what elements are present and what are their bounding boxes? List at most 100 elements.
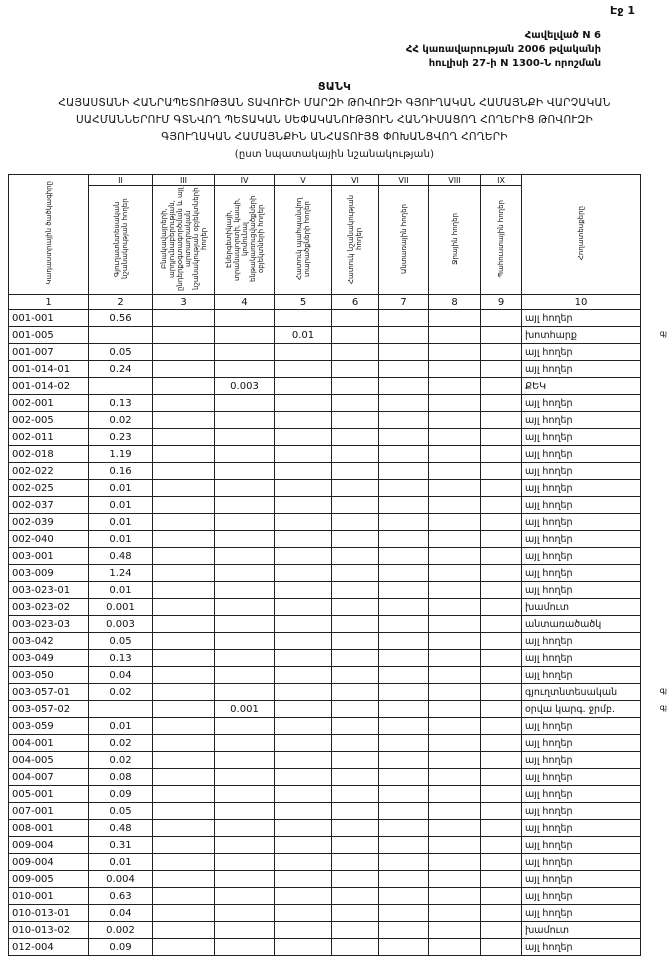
- empty-cell: [152, 360, 215, 378]
- area-value: 0.09: [88, 785, 153, 803]
- empty-cell: [214, 343, 275, 361]
- empty-cell: [378, 598, 429, 616]
- title-block: ՑԱՆԿ ՀԱՅԱՍՏԱՆԻ ՀԱՆՐԱՊԵՏՈՒԹՅԱՆ ՏԱՎՈՒՇԻ ՄԱ…: [0, 78, 669, 163]
- land-type: այլ հողեր: [521, 564, 641, 582]
- cadastral-code: 002-037: [8, 496, 89, 514]
- empty-cell: [274, 734, 332, 752]
- empty-cell: [152, 649, 215, 667]
- empty-cell: [152, 326, 215, 344]
- empty-cell: [331, 768, 379, 786]
- cadastral-code: 001-001: [8, 309, 89, 327]
- area-value: 0.003: [88, 615, 153, 633]
- cadastral-code: 003-050: [8, 666, 89, 684]
- empty-cell: [428, 666, 481, 684]
- empty-cell: [214, 530, 275, 548]
- empty-cell: [214, 904, 275, 922]
- land-type: այլ հողեր: [521, 581, 641, 599]
- empty-cell: [378, 547, 429, 565]
- area-value: 0.01: [88, 853, 153, 871]
- column-index: 6: [331, 294, 379, 310]
- area-value: 0.01: [88, 581, 153, 599]
- empty-cell: [214, 581, 275, 599]
- empty-cell: [274, 513, 332, 531]
- empty-cell: [331, 649, 379, 667]
- data-row: 003-057-02 0.001 օրվա կարգ. ջրմբ.: [8, 700, 641, 718]
- empty-cell: [480, 734, 522, 752]
- area-value: 0.09: [88, 938, 153, 956]
- area-value: 0.01: [88, 717, 153, 735]
- land-type: այլ հողեր: [521, 768, 641, 786]
- land-type: խամուտ: [521, 598, 641, 616]
- empty-cell: [428, 445, 481, 463]
- area-value: 0.04: [88, 666, 153, 684]
- empty-cell: [152, 632, 215, 650]
- empty-cell: [378, 904, 429, 922]
- column-title: Կադաստրային ծածկագիրը: [44, 181, 53, 285]
- empty-cell: [274, 343, 332, 361]
- empty-cell: [214, 717, 275, 735]
- empty-cell: [214, 734, 275, 752]
- data-row: 002-011 0.23 այլ հողեր: [8, 428, 641, 446]
- cadastral-code: 008-001: [8, 819, 89, 837]
- empty-cell: [331, 530, 379, 548]
- empty-cell: [378, 938, 429, 956]
- cadastral-code: 010-013-01: [8, 904, 89, 922]
- column-numeral: III: [152, 174, 215, 186]
- column-title: Ջրային հողեր: [450, 212, 459, 265]
- land-type: գյուղտնտեսական: [521, 683, 641, 701]
- empty-cell: [274, 615, 332, 633]
- column-header: Պահուստային հողեր: [480, 185, 522, 295]
- cadastral-code: 002-040: [8, 530, 89, 548]
- cadastral-code: 009-004: [8, 853, 89, 871]
- column-index: 7: [378, 294, 429, 310]
- empty-cell: [428, 309, 481, 327]
- empty-cell: [274, 360, 332, 378]
- empty-cell: [152, 802, 215, 820]
- empty-cell: [152, 819, 215, 837]
- column-title: Պահուստային հողեր: [497, 199, 505, 278]
- empty-cell: [378, 768, 429, 786]
- area-value: 0.01: [88, 513, 153, 531]
- data-row: 002-018 1.19 այլ հողեր: [8, 445, 641, 463]
- empty-cell: [152, 343, 215, 361]
- empty-cell: [214, 496, 275, 514]
- column-title: Անտառային հողեր: [399, 203, 408, 274]
- cadastral-code: 004-007: [8, 768, 89, 786]
- land-type: այլ հողեր: [521, 887, 641, 905]
- empty-cell: [378, 700, 429, 718]
- empty-cell: [152, 734, 215, 752]
- area-value: 0.31: [88, 836, 153, 854]
- empty-cell: [152, 564, 215, 582]
- empty-cell: [378, 683, 429, 701]
- empty-cell: [274, 547, 332, 565]
- empty-cell: [274, 870, 332, 888]
- empty-cell: [274, 598, 332, 616]
- empty-cell: [274, 445, 332, 463]
- empty-cell: [428, 870, 481, 888]
- empty-cell: [152, 751, 215, 769]
- empty-cell: [214, 445, 275, 463]
- empty-cell: [331, 802, 379, 820]
- empty-cell: [378, 360, 429, 378]
- land-type: այլ հողեր: [521, 547, 641, 565]
- data-row: 001-005 0.01 խոտհարք: [8, 326, 641, 344]
- empty-cell: [331, 564, 379, 582]
- land-type: այլ հողեր: [521, 666, 641, 684]
- area-value: 0.01: [88, 479, 153, 497]
- data-row: 003-057-01 0.02 գյուղտնտեսական: [8, 683, 641, 701]
- area-value: 0.02: [88, 683, 153, 701]
- empty-cell: [152, 394, 215, 412]
- land-type: այլ հողեր: [521, 904, 641, 922]
- land-type: այլ հողեր: [521, 479, 641, 497]
- empty-cell: [428, 581, 481, 599]
- land-type: այլ հողեր: [521, 802, 641, 820]
- empty-cell: [274, 479, 332, 497]
- index-row: 1 2 3 4 5 6 7 8 9 10: [8, 294, 641, 310]
- empty-cell: [88, 377, 153, 395]
- empty-cell: [331, 428, 379, 446]
- column-index: 9: [480, 294, 522, 310]
- empty-cell: [480, 666, 522, 684]
- empty-cell: [378, 870, 429, 888]
- column-title: Հատուկ պահպանվող տարածքների հողեր: [295, 197, 311, 280]
- land-type: այլ հողեր: [521, 632, 641, 650]
